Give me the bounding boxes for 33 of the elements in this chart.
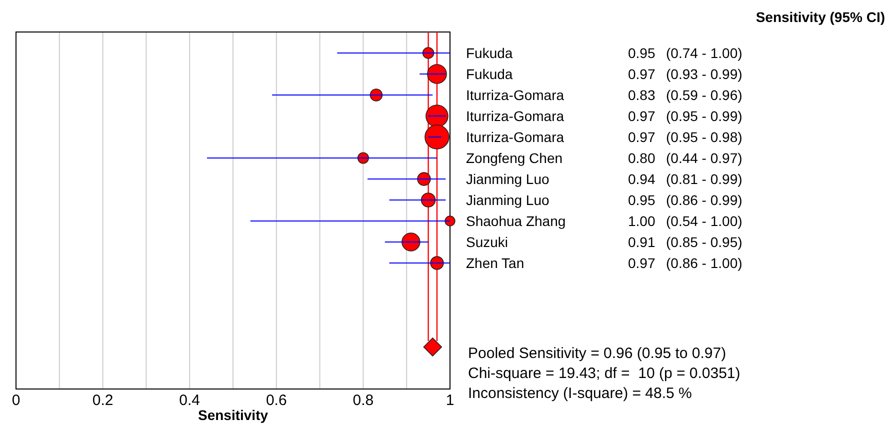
y-tick-label: Fukuda [466, 45, 513, 61]
x-tick-label: 1 [446, 392, 454, 409]
data-label: 0.94 (0.81 - 0.99) [628, 171, 742, 187]
data-label: 1.00 (0.54 - 1.00) [628, 213, 742, 229]
data-label: 0.97 (0.86 - 1.00) [628, 255, 742, 271]
x-tick-label: 0 [12, 392, 20, 409]
data-label: 0.83 (0.59 - 0.96) [628, 87, 742, 103]
data-label: 0.95 (0.74 - 1.00) [628, 45, 742, 61]
y-tick-label: Zhen Tan [466, 255, 524, 271]
y-tick-label: Shaohua Zhang [466, 213, 566, 229]
y-tick-label: Iturriza-Gomara [466, 108, 564, 124]
y-tick-label: Fukuda [466, 66, 513, 82]
data-label: 0.97 (0.95 - 0.98) [628, 129, 742, 145]
y-tick-label: Suzuki [466, 234, 508, 250]
data-label: 0.97 (0.95 - 0.99) [628, 108, 742, 124]
text: Pooled Sensitivity = 0.96 (0.95 to 0.97) [468, 345, 726, 362]
x-tick-label: 0.6 [266, 392, 287, 409]
data-label: 0.80 (0.44 - 0.97) [628, 150, 742, 166]
y-tick-label: Zongfeng Chen [466, 150, 563, 166]
y-tick-label: Jianming Luo [466, 192, 550, 208]
text: Inconsistency (I-square) = 48.5 % [468, 385, 692, 402]
data-label: 0.91 (0.85 - 0.95) [628, 234, 742, 250]
x-tick-label: 0.2 [92, 392, 114, 409]
x-tick-label: 0.8 [352, 392, 374, 409]
text: Sensitivity (95% CI) [756, 9, 885, 25]
y-tick-label: Iturriza-Gomara [466, 87, 564, 103]
y-tick-label: Jianming Luo [466, 171, 550, 187]
text: Chi-square = 19.43; df = 10 (p = 0.0351) [468, 365, 740, 382]
y-tick-label: Iturriza-Gomara [466, 129, 564, 145]
x-tick-label: 0.4 [179, 392, 200, 409]
x-axis-title: Sensitivity [198, 407, 268, 423]
data-label: 0.95 (0.86 - 0.99) [628, 192, 742, 208]
data-label: 0.97 (0.93 - 0.99) [628, 66, 742, 82]
